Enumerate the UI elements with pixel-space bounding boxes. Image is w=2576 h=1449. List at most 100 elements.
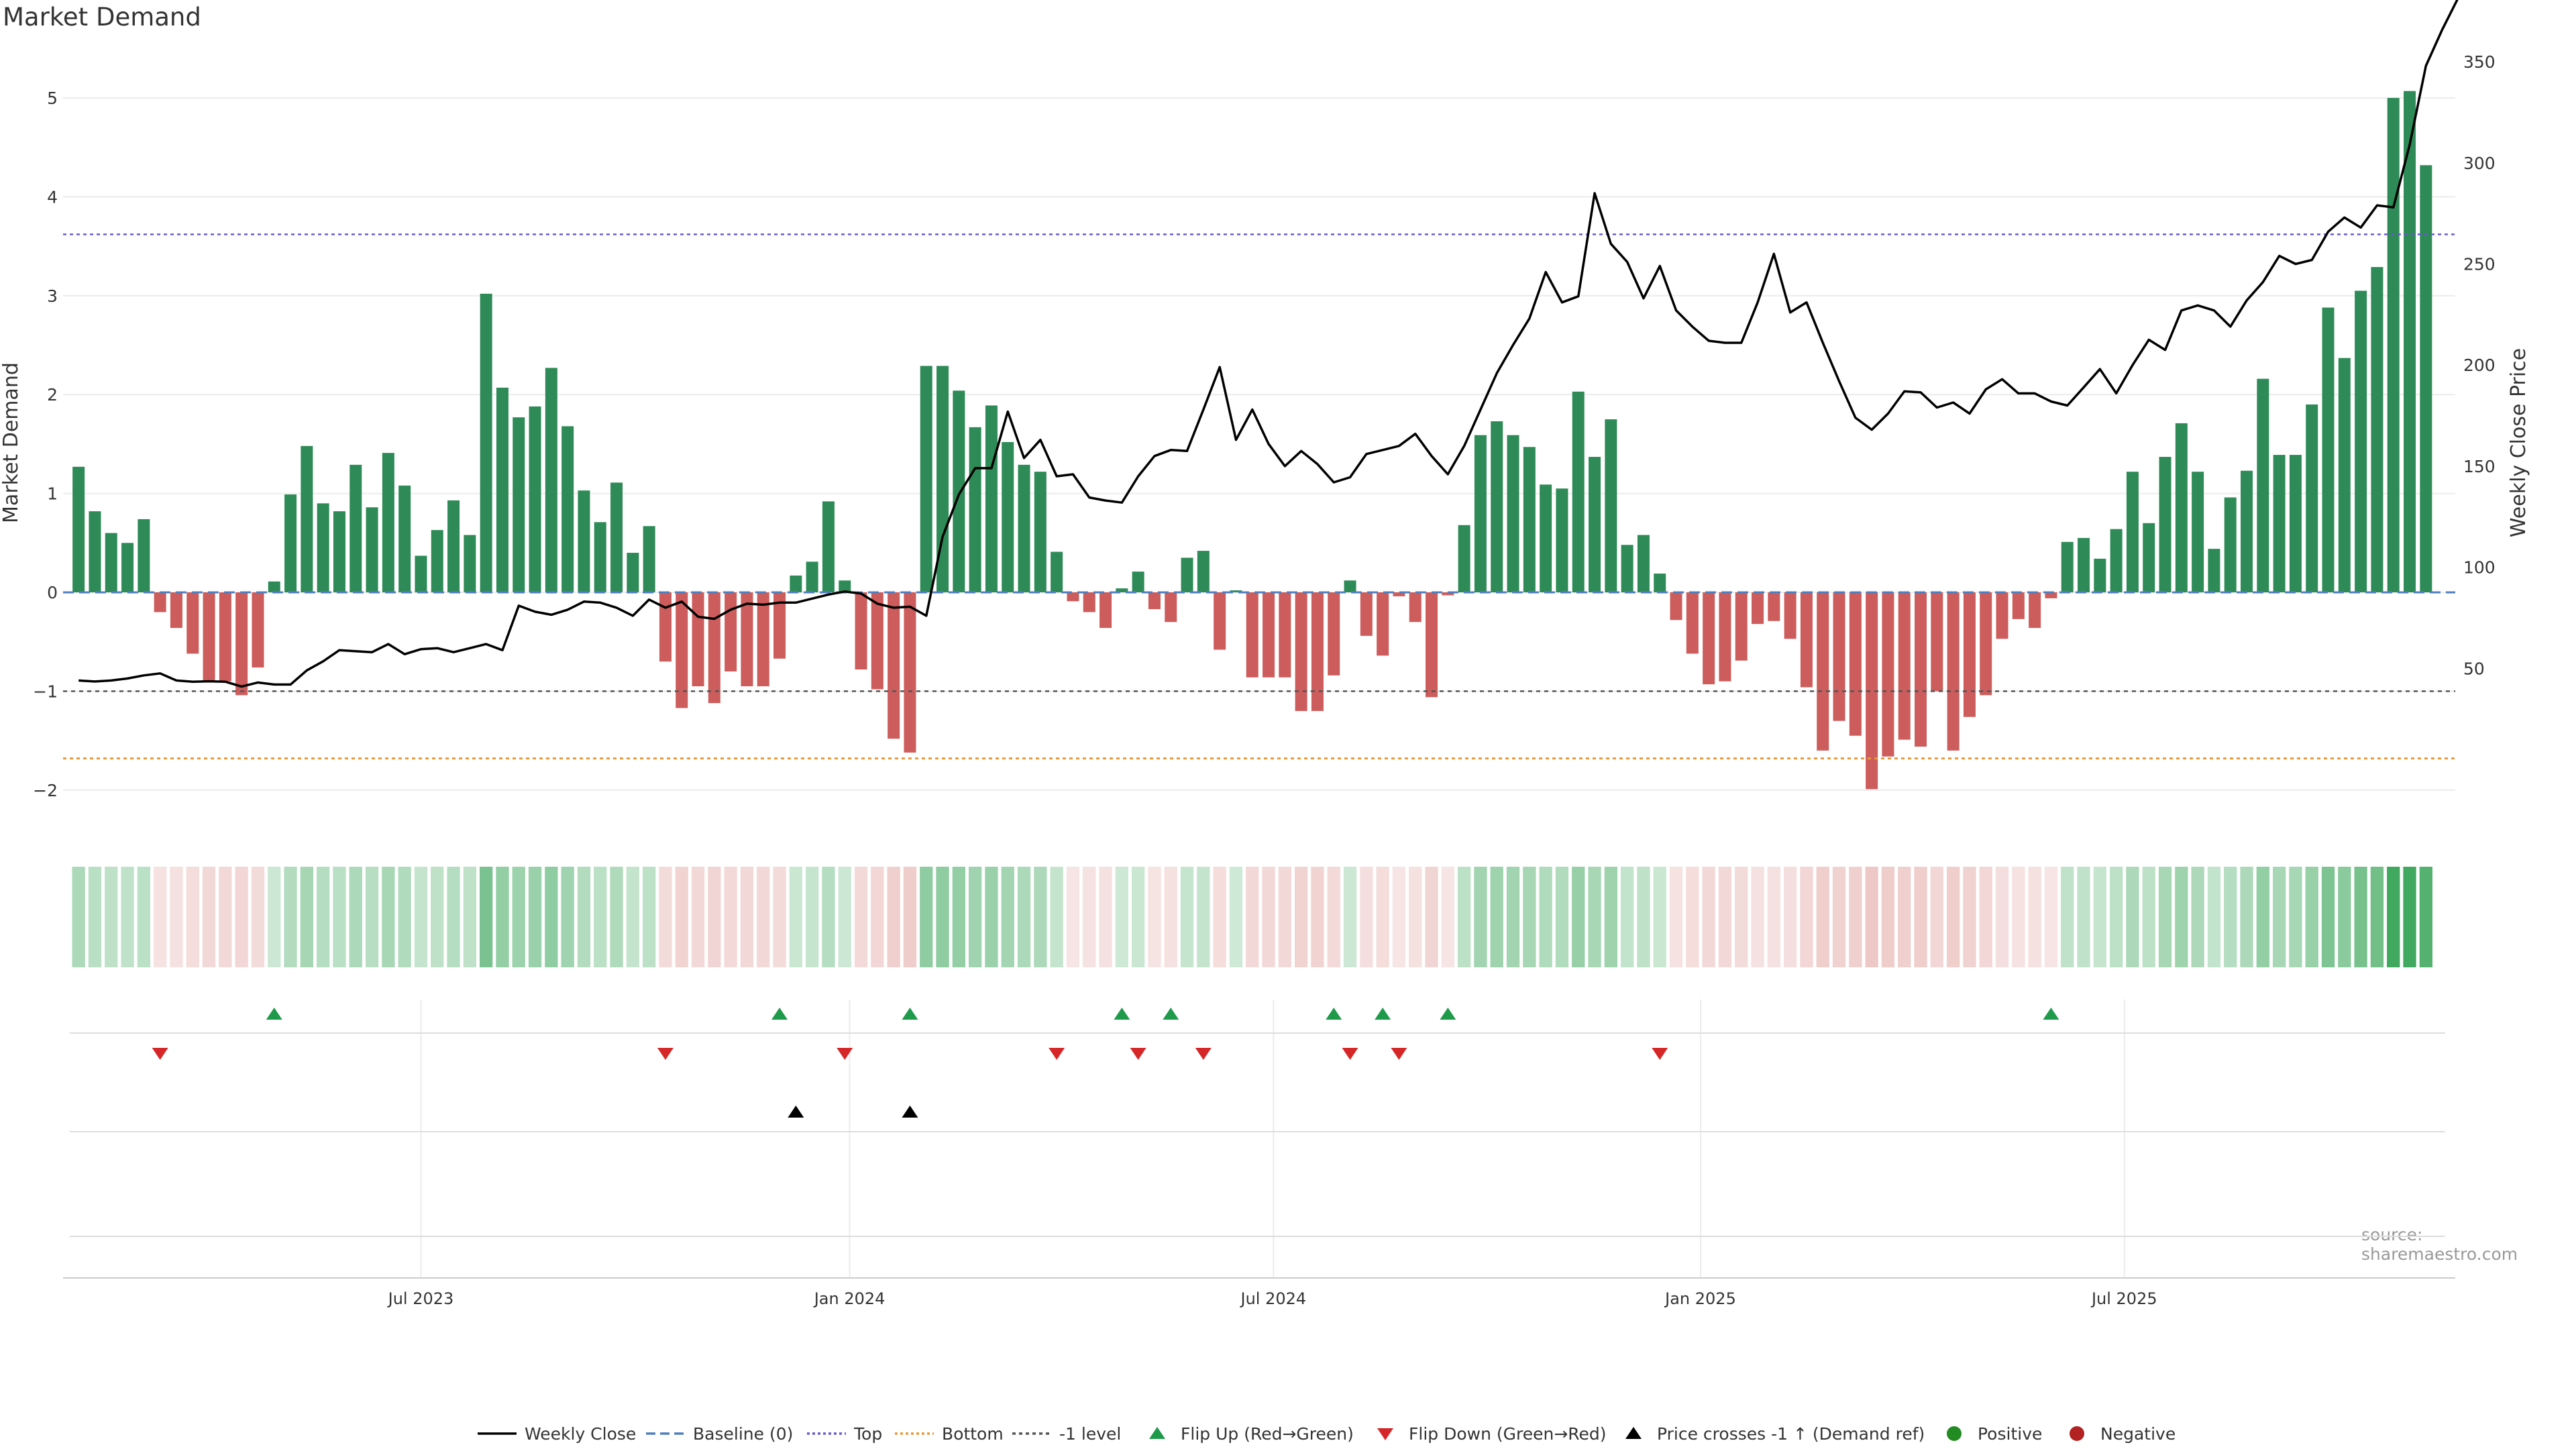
price-cross-marker <box>788 1106 804 1118</box>
flip-down-marker <box>1342 1048 1358 1060</box>
heat-cell <box>1653 867 1666 967</box>
demand-bar <box>676 592 688 708</box>
demand-bar <box>2094 558 2106 592</box>
demand-bar <box>2371 267 2383 592</box>
heat-cell <box>1474 867 1487 967</box>
heat-cell <box>1572 867 1585 967</box>
heat-cell <box>121 867 134 967</box>
demand-bar <box>1898 592 1911 740</box>
flip-up-marker <box>1440 1008 1456 1020</box>
heat-cell <box>1523 867 1536 967</box>
heat-cell <box>219 867 232 967</box>
demand-bar <box>2192 472 2204 592</box>
heat-cell <box>414 867 428 967</box>
demand-bar <box>2355 290 2367 592</box>
demand-bar <box>1572 391 1585 592</box>
demand-bar <box>431 530 443 592</box>
heat-cell <box>952 867 965 967</box>
heat-cell <box>1963 867 1976 967</box>
demand-bar <box>2110 529 2123 592</box>
demand-bar <box>1996 592 2008 639</box>
demand-bar <box>2387 98 2400 592</box>
flip-up-marker <box>1326 1008 1342 1020</box>
demand-bar <box>2420 165 2432 592</box>
demand-bar <box>724 592 737 672</box>
flip-down-marker <box>1049 1048 1065 1060</box>
heat-cell <box>659 867 672 967</box>
heat-cell <box>1930 867 1943 967</box>
heat-cell <box>186 867 199 967</box>
flip-down-marker <box>1130 1048 1146 1060</box>
heat-cell <box>268 867 281 967</box>
demand-bar <box>2338 358 2351 592</box>
demand-bar <box>301 445 313 592</box>
heat-cell <box>887 867 900 967</box>
heat-cell <box>88 867 102 967</box>
demand-bar <box>1279 592 1291 678</box>
demand-bar <box>561 426 574 592</box>
demand-bar <box>1360 592 1373 636</box>
demand-bar <box>1165 592 1177 623</box>
demand-bar <box>839 580 851 592</box>
demand-bar <box>2029 592 2041 629</box>
price-line <box>78 0 2459 688</box>
demand-bar <box>1540 484 1552 592</box>
heat-cell <box>137 867 150 967</box>
flip-down-marker <box>1195 1048 1212 1060</box>
heat-cell <box>1343 867 1357 967</box>
demand-bar <box>284 494 297 592</box>
demand-bar <box>757 592 769 687</box>
heat-cell <box>382 867 395 967</box>
demand-bar <box>1931 592 1943 692</box>
heat-cell <box>72 867 85 967</box>
heat-cell <box>1066 867 1080 967</box>
heat-cell <box>2387 867 2400 967</box>
legend-label: Top <box>853 1424 882 1444</box>
heat-cell <box>300 867 313 967</box>
heat-cell <box>610 867 623 967</box>
heat-cell <box>1458 867 1471 967</box>
heat-cell <box>871 867 884 967</box>
heat-cell <box>170 867 183 967</box>
heat-cell <box>2110 867 2123 967</box>
heat-cell <box>1001 867 1014 967</box>
demand-bar <box>1849 592 1862 736</box>
heat-cell <box>1376 867 1389 967</box>
demand-bar <box>1866 592 1878 790</box>
demand-bar <box>1458 525 1470 592</box>
demand-bar <box>1589 457 1601 592</box>
price-cross-marker <box>902 1106 918 1118</box>
demand-bar <box>1768 592 1780 621</box>
heat-cell <box>643 867 656 967</box>
heat-cell <box>789 867 802 967</box>
demand-bar <box>1442 592 1454 596</box>
demand-bar <box>1214 592 1226 650</box>
heat-cell <box>1898 867 1911 967</box>
heat-cell <box>2044 867 2058 967</box>
demand-bar <box>2404 91 2416 592</box>
y2-tick-label: 100 <box>2463 558 2496 578</box>
demand-bar <box>496 387 508 592</box>
heat-cell <box>545 867 558 967</box>
heat-cell <box>512 867 525 967</box>
demand-bar <box>513 417 525 592</box>
heat-cell <box>202 867 216 967</box>
demand-bar <box>969 427 981 592</box>
y2-tick-label: 300 <box>2463 154 2496 173</box>
demand-bar <box>594 522 606 592</box>
demand-bar <box>2159 457 2171 592</box>
y-tick-label: 4 <box>47 187 58 207</box>
demand-bar <box>1197 551 1210 592</box>
heat-cell <box>740 867 754 967</box>
demand-bar <box>1735 592 1748 661</box>
heat-cell <box>398 867 411 967</box>
legend-label: Flip Down (Green→Red) <box>1409 1424 1607 1444</box>
demand-bar <box>382 453 394 592</box>
demand-bar <box>822 501 835 592</box>
flip-down-marker <box>1391 1048 1407 1060</box>
heat-cell <box>1099 867 1112 967</box>
y2-tick-label: 350 <box>2463 52 2496 72</box>
x-tick-label: Jul 2024 <box>1240 1289 1307 1308</box>
demand-bar <box>317 503 329 592</box>
demand-bar <box>1654 573 1666 592</box>
